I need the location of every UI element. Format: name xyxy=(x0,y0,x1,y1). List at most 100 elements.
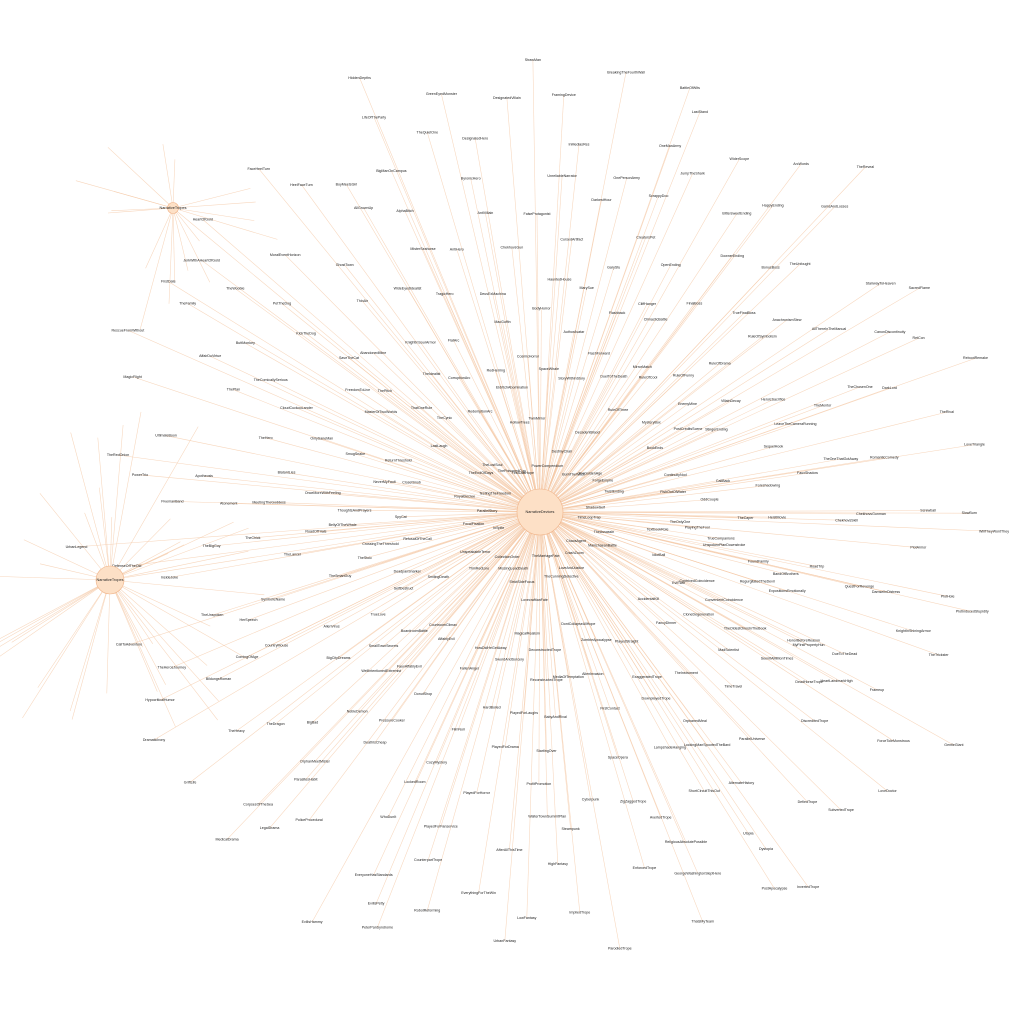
node-label[interactable]: HeelFaceTurn xyxy=(290,183,313,187)
node-label[interactable]: HypocriticalHumor xyxy=(145,698,175,702)
center-hub-label[interactable]: NarrativeDevices xyxy=(526,510,555,514)
node-label[interactable]: AffablyEvil xyxy=(438,637,455,641)
node-label[interactable]: InsideJoke xyxy=(161,575,178,579)
node-label[interactable]: DesignatedVillain xyxy=(493,96,521,100)
node-label[interactable]: BellyOfTheWhale xyxy=(329,523,357,527)
node-label[interactable]: EverythingForTheWin xyxy=(461,891,496,895)
node-label[interactable]: DefiedTrope xyxy=(798,800,818,804)
node-label[interactable]: LoveDoctor xyxy=(878,789,897,793)
node-label[interactable]: DiscreditedTrope xyxy=(801,719,828,723)
node-label[interactable]: TwistEnding xyxy=(604,489,623,493)
node-label[interactable]: ImpliedTrope xyxy=(569,910,590,914)
node-label[interactable]: CreatorsPet xyxy=(636,235,655,239)
node-label[interactable]: OrphanMeetMister xyxy=(300,759,331,763)
node-label[interactable]: EldritchAbomination xyxy=(496,385,528,389)
node-label[interactable]: Utopia xyxy=(743,831,753,835)
node-label[interactable]: ExpositionsEmotionally xyxy=(769,589,806,593)
node-label[interactable]: ChekhovsGun xyxy=(501,246,524,250)
node-label[interactable]: BreakingTheFourthWall xyxy=(607,70,645,74)
node-label[interactable]: MagicFlight xyxy=(123,375,141,379)
node-label[interactable]: SacredFlame xyxy=(909,286,930,290)
node-label[interactable]: FauxShadow xyxy=(797,471,818,475)
node-label[interactable]: RoyalDecree xyxy=(454,494,475,498)
node-label[interactable]: FocalFixation xyxy=(463,522,484,526)
node-label[interactable]: CosmicHorror xyxy=(517,355,540,359)
node-label[interactable]: ParallelUniverse xyxy=(739,737,765,741)
node-label[interactable]: MedicalDrama xyxy=(216,837,239,841)
node-label[interactable]: AccidentalKill xyxy=(638,597,660,601)
node-label[interactable]: AuthorAvatar xyxy=(563,330,585,334)
node-label[interactable]: LifeOfTheParty xyxy=(362,115,386,119)
node-label[interactable]: FauxAffablyEvil xyxy=(397,664,422,668)
node-label[interactable]: FlatArc xyxy=(448,338,460,342)
node-label[interactable]: ForceToleMonstrous xyxy=(877,739,910,743)
node-label[interactable]: MadScientist xyxy=(718,648,739,652)
node-label[interactable]: TimeLoopTrap xyxy=(578,515,601,519)
node-label[interactable]: ThoughtsAndPrayers xyxy=(338,508,372,512)
node-label[interactable]: TheMarriageFate xyxy=(532,554,560,558)
node-label[interactable]: GainsAndLosses xyxy=(821,205,848,209)
node-label[interactable]: UnspokenPlanDownstroke xyxy=(703,543,745,547)
node-label[interactable]: BittersweetEnding xyxy=(722,212,751,216)
node-label[interactable]: SmugSnake xyxy=(346,452,366,456)
node-label[interactable]: HerSpeech xyxy=(240,618,258,622)
node-label[interactable]: RuleOfCool xyxy=(639,375,658,379)
node-label[interactable]: KnightInShiningArmor xyxy=(896,629,932,633)
node-label[interactable]: ExaggeratedTrope xyxy=(632,675,662,679)
node-label[interactable]: DeathIsCheap xyxy=(364,740,387,744)
node-label[interactable]: BodyHorror xyxy=(532,307,551,311)
node-label[interactable]: LovecraftianFate xyxy=(521,598,548,602)
node-label[interactable]: DownplayedTrope xyxy=(641,697,670,701)
narrative-tropes-hub-node[interactable] xyxy=(95,565,125,595)
node-label[interactable]: DownerEnding xyxy=(721,254,745,258)
node-label[interactable]: DestinyChair xyxy=(552,449,573,453)
node-label[interactable]: InMediasRes xyxy=(569,142,590,146)
node-label[interactable]: FirstDate xyxy=(161,279,176,283)
node-label[interactable]: PlayedStraight xyxy=(615,639,638,643)
node-label[interactable]: ClimacticBattle xyxy=(644,317,668,321)
center-hub-node[interactable] xyxy=(516,488,564,536)
node-label[interactable]: RuleOfSymbolism xyxy=(748,335,777,339)
node-label[interactable]: ThePoisonedCup xyxy=(498,469,526,473)
node-label[interactable]: DueToTheDead xyxy=(832,652,857,656)
node-label[interactable]: Dystopia xyxy=(759,847,773,851)
node-label[interactable]: ArcWords xyxy=(793,162,809,166)
node-label[interactable]: BigCityDreams xyxy=(327,656,351,660)
node-label[interactable]: DramaticIrony xyxy=(143,738,166,742)
node-label[interactable]: HappyEnding xyxy=(762,203,784,207)
node-label[interactable]: GeorgeWashingtonSleptHere xyxy=(674,871,721,875)
node-label[interactable]: UltimateBoon xyxy=(155,434,177,438)
node-label[interactable]: CloneDegeneration xyxy=(683,613,714,617)
node-label[interactable]: SmilingDeath xyxy=(428,575,449,579)
node-label[interactable]: TrueLove xyxy=(371,612,386,616)
node-label[interactable]: StoryWithinStory xyxy=(558,377,585,381)
node-label[interactable]: PlayedForFanservice xyxy=(424,825,458,829)
node-label[interactable]: MagicalRealism xyxy=(515,631,540,635)
node-label[interactable]: RedHerring xyxy=(487,369,505,373)
node-label[interactable]: SeenItAMillionTimes xyxy=(761,656,794,660)
node-label[interactable]: PressureCooker xyxy=(379,718,406,722)
node-label[interactable]: PlotHole xyxy=(941,594,955,598)
node-label[interactable]: AlternateHistory xyxy=(729,781,755,785)
node-label[interactable]: AntiVillain xyxy=(478,211,494,215)
node-label[interactable]: ThatOneRule xyxy=(411,406,432,410)
node-label[interactable]: TheEndOfDays xyxy=(469,471,494,475)
node-label[interactable]: LastStand xyxy=(692,110,708,114)
node-label[interactable]: NeverMyFault xyxy=(373,480,395,484)
node-label[interactable]: GriftLife xyxy=(184,780,197,784)
node-label[interactable]: TheMentor xyxy=(814,404,832,408)
node-label[interactable]: EvilTwin xyxy=(672,581,685,585)
node-label[interactable]: AffairDuVirtue xyxy=(199,354,221,358)
node-label[interactable]: HowDidHeGetAway xyxy=(475,646,507,650)
node-label[interactable]: AllGrownUp xyxy=(354,206,373,210)
node-label[interactable]: ThinAir xyxy=(357,299,369,303)
node-label[interactable]: TheReveal xyxy=(857,165,875,169)
node-label[interactable]: ThatsMyTeam xyxy=(691,920,714,924)
node-label[interactable]: StartingOver xyxy=(536,749,557,753)
node-label[interactable]: AlienInvasion xyxy=(582,672,603,676)
node-label[interactable]: BurnTheWitch xyxy=(562,472,585,476)
node-label[interactable]: AbandonedMine xyxy=(360,351,386,355)
node-label[interactable]: TheSmartGuy xyxy=(329,574,352,578)
node-label[interactable]: FramingDevice xyxy=(552,93,576,97)
node-label[interactable]: DamselInDistress xyxy=(872,590,900,594)
